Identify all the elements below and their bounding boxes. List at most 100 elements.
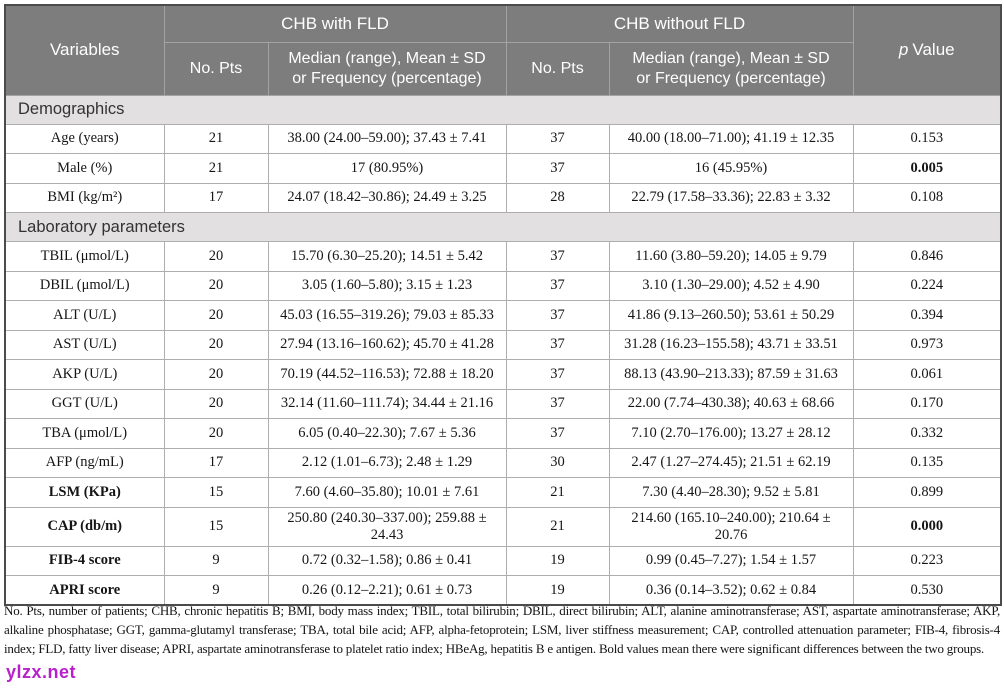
clinical-comparison-table-wrap: Variables CHB with FLD CHB without FLD p… [4, 4, 1003, 606]
stat-with-fld-cell: 0.72 (0.32–1.58); 0.86 ± 0.41 [267, 545, 507, 576]
header-stat-without-fld: Median (range), Mean ± SD or Frequency (… [608, 41, 854, 96]
p-value-cell: 0.153 [852, 123, 1002, 154]
variable-cell: TBIL (μmol/L) [4, 241, 165, 272]
stat-with-fld-cell: 6.05 (0.40–22.30); 7.67 ± 5.36 [267, 418, 507, 449]
watermark-ylzx-net: ylzx.net [6, 662, 77, 682]
no-pts-without-fld-cell: 37 [505, 388, 610, 419]
table-row: APRI score 9 0.26 (0.12–2.21); 0.61 ± 0.73… [4, 575, 1002, 606]
abbreviations-footnote: No. Pts, number of patients; CHB, chroni… [4, 603, 1000, 656]
variable-cell: LSM (KPa) [4, 477, 165, 508]
stat-without-fld-cell: 16 (45.95%) [608, 153, 854, 184]
stat-without-fld-cell: 11.60 (3.80–59.20); 14.05 ± 9.79 [608, 241, 854, 272]
no-pts-with-fld-cell: 15 [163, 506, 269, 547]
p-value-cell: 0.899 [852, 477, 1002, 508]
stat-without-fld-cell: 3.10 (1.30–29.00); 4.52 ± 4.90 [608, 270, 854, 301]
header-no-pts-without-fld: No. Pts [505, 41, 610, 96]
p-value-word: Value [912, 40, 955, 60]
stat-with-fld-cell: 250.80 (240.30–337.00); 259.88 ± 24.43 [267, 506, 507, 547]
stat-without-fld-cell: 22.79 (17.58–33.36); 22.83 ± 3.32 [608, 182, 854, 213]
no-pts-without-fld-cell: 37 [505, 300, 610, 331]
no-pts-without-fld-cell: 37 [505, 359, 610, 390]
table-row: LSM (KPa) 15 7.60 (4.60–35.80); 10.01 ± 7.… [4, 477, 1002, 508]
p-value-cell: 0.332 [852, 418, 1002, 449]
no-pts-without-fld-cell: 21 [505, 477, 610, 508]
header-p-value: p Value [852, 4, 1002, 96]
no-pts-with-fld-cell: 17 [163, 182, 269, 213]
stat-with-fld-cell: 2.12 (1.01–6.73); 2.48 ± 1.29 [267, 447, 507, 478]
stat-without-fld-cell: 214.60 (165.10–240.00); 210.64 ± 20.76 [608, 506, 854, 547]
section-title: Laboratory parameters [4, 212, 1002, 242]
variable-cell: BMI (kg/m²) [4, 182, 165, 213]
p-value-cell: 0.224 [852, 270, 1002, 301]
variable-cell: FIB-4 score [4, 545, 165, 576]
no-pts-without-fld-cell: 37 [505, 270, 610, 301]
header-group-chb-without-fld: CHB without FLD [505, 4, 854, 43]
table-row: TBA (μmol/L) 20 6.05 (0.40–22.30); 7.67 ± … [4, 418, 1002, 449]
header-group-chb-with-fld: CHB with FLD [163, 4, 507, 43]
p-value-cell: 0.530 [852, 575, 1002, 606]
no-pts-with-fld-cell: 20 [163, 388, 269, 419]
stat-with-fld-cell: 27.94 (13.16–160.62); 45.70 ± 41.28 [267, 329, 507, 360]
table-row: AST (U/L) 20 27.94 (13.16–160.62); 45.70 ±… [4, 329, 1002, 360]
stat-with-fld-cell: 45.03 (16.55–319.26); 79.03 ± 85.33 [267, 300, 507, 331]
table-row: TBIL (μmol/L) 20 15.70 (6.30–25.20); 14.51… [4, 241, 1002, 272]
no-pts-without-fld-cell: 19 [505, 575, 610, 606]
variable-cell: APRI score [4, 575, 165, 606]
table-row: DBIL (μmol/L) 20 3.05 (1.60–5.80); 3.15 ± … [4, 270, 1002, 301]
variable-cell: Male (%) [4, 153, 165, 184]
stat-with-fld-cell: 15.70 (6.30–25.20); 14.51 ± 5.42 [267, 241, 507, 272]
stat-without-fld-cell: 7.30 (4.40–28.30); 9.52 ± 5.81 [608, 477, 854, 508]
stat-with-fld-cell: 0.26 (0.12–2.21); 0.61 ± 0.73 [267, 575, 507, 606]
no-pts-with-fld-cell: 20 [163, 270, 269, 301]
table-row: FIB-4 score 9 0.72 (0.32–1.58); 0.86 ± 0.4… [4, 545, 1002, 576]
no-pts-without-fld-cell: 28 [505, 182, 610, 213]
p-value-italic-p: p [898, 40, 909, 60]
p-value-cell: 0.170 [852, 388, 1002, 419]
table-row: GGT (U/L) 20 32.14 (11.60–111.74); 34.44 ±… [4, 388, 1002, 419]
table-row: AKP (U/L) 20 70.19 (44.52–116.53); 72.88 ±… [4, 359, 1002, 390]
variable-cell: DBIL (μmol/L) [4, 270, 165, 301]
stat-with-fld-cell: 3.05 (1.60–5.80); 3.15 ± 1.23 [267, 270, 507, 301]
no-pts-with-fld-cell: 20 [163, 241, 269, 272]
stat-header-line1: Median (range), Mean ± SD [632, 49, 830, 67]
no-pts-with-fld-cell: 9 [163, 545, 269, 576]
stat-without-fld-cell: 22.00 (7.74–430.38); 40.63 ± 68.66 [608, 388, 854, 419]
no-pts-without-fld-cell: 30 [505, 447, 610, 478]
variable-cell: Age (years) [4, 123, 165, 154]
table-header: Variables CHB with FLD CHB without FLD p… [4, 4, 1002, 96]
section-row: Laboratory parameters [4, 212, 1002, 242]
no-pts-with-fld-cell: 21 [163, 153, 269, 184]
no-pts-with-fld-cell: 20 [163, 359, 269, 390]
stat-with-fld-cell: 7.60 (4.60–35.80); 10.01 ± 7.61 [267, 477, 507, 508]
table-row: CAP (db/m) 15 250.80 (240.30–337.00); 259.… [4, 506, 1002, 547]
table-row: AFP (ng/mL) 17 2.12 (1.01–6.73); 2.48 ± 1.… [4, 447, 1002, 478]
no-pts-without-fld-cell: 37 [505, 153, 610, 184]
no-pts-with-fld-cell: 21 [163, 123, 269, 154]
stat-without-fld-cell: 2.47 (1.27–274.45); 21.51 ± 62.19 [608, 447, 854, 478]
variable-cell: ALT (U/L) [4, 300, 165, 331]
stat-with-fld-cell: 32.14 (11.60–111.74); 34.44 ± 21.16 [267, 388, 507, 419]
p-value-cell: 0.394 [852, 300, 1002, 331]
variable-cell: TBA (μmol/L) [4, 418, 165, 449]
variable-cell: AST (U/L) [4, 329, 165, 360]
section-title: Demographics [4, 94, 1002, 125]
no-pts-with-fld-cell: 20 [163, 329, 269, 360]
no-pts-with-fld-cell: 20 [163, 418, 269, 449]
no-pts-with-fld-cell: 15 [163, 477, 269, 508]
no-pts-without-fld-cell: 37 [505, 329, 610, 360]
stat-with-fld-cell: 17 (80.95%) [267, 153, 507, 184]
no-pts-without-fld-cell: 37 [505, 123, 610, 154]
p-value-cell: 0.005 [852, 153, 1002, 184]
header-variables: Variables [4, 4, 165, 96]
table-row: Male (%) 21 17 (80.95%) 37 16 (45.95%) 0.005 [4, 153, 1002, 184]
p-value-cell: 0.135 [852, 447, 1002, 478]
table-row: Age (years) 21 38.00 (24.00–59.00); 37.43 … [4, 123, 1002, 154]
p-value-cell: 0.108 [852, 182, 1002, 213]
table-row: BMI (kg/m²) 17 24.07 (18.42–30.86); 24.49 … [4, 182, 1002, 213]
p-value-cell: 0.973 [852, 329, 1002, 360]
stat-without-fld-cell: 40.00 (18.00–71.00); 41.19 ± 12.35 [608, 123, 854, 154]
stat-without-fld-cell: 88.13 (43.90–213.33); 87.59 ± 31.63 [608, 359, 854, 390]
variable-cell: AKP (U/L) [4, 359, 165, 390]
variable-cell: AFP (ng/mL) [4, 447, 165, 478]
no-pts-without-fld-cell: 37 [505, 418, 610, 449]
